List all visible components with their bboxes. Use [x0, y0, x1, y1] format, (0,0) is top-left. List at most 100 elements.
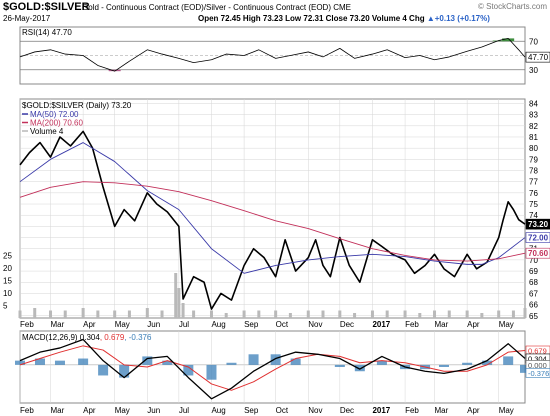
rsi-current-value-label: 47.70 — [528, 53, 549, 62]
macd-histogram-bar — [462, 362, 473, 365]
rsi-overbought-fill — [502, 38, 515, 42]
macd-x-tick-label: May — [499, 406, 514, 415]
ohlc-summary: Open 72.45 High 73.23 Low 72.31 Close 73… — [198, 14, 490, 23]
price-y-tick-label: 67 — [529, 289, 538, 298]
macd-histogram-bar — [119, 364, 130, 378]
price-y-tick-label: 75 — [529, 200, 538, 209]
change-value: ▲+0.13 (+0.17%) — [427, 14, 490, 23]
last-value-box-ma200 — [525, 247, 550, 259]
legend-label-volume: Volume 4 — [30, 127, 64, 136]
volume-bar — [192, 310, 196, 318]
macd-line — [19, 338, 526, 400]
macd-histogram-bar — [206, 364, 217, 380]
symbol-description: Gold - Continuous Contract (EOD)/Silver … — [82, 3, 351, 12]
volume-bar — [497, 310, 501, 318]
volume-bar — [370, 310, 374, 318]
macd-x-tick-label: Jun — [147, 406, 160, 415]
chart-header: $GOLD:$SILVER Gold - Continuous Contract… — [0, 0, 550, 24]
price-y-tick-label: 74 — [529, 211, 538, 220]
rsi-current-value-box — [525, 51, 550, 63]
series-line-ma50 — [19, 142, 526, 274]
price-x-tick-label: Mar — [51, 320, 65, 329]
macd-histogram-bar — [438, 364, 449, 367]
price-x-tick-label: May — [499, 320, 514, 329]
macd-histogram-bar — [162, 360, 173, 365]
macd-histogram-bar — [226, 362, 237, 365]
volume-bar — [523, 308, 527, 318]
volume-bar — [174, 273, 178, 318]
macd-histogram-bar — [290, 358, 301, 365]
volume-bar — [433, 310, 437, 318]
series-line-ma200 — [19, 181, 526, 262]
volume-bar — [321, 310, 325, 318]
volume-bar — [177, 288, 181, 318]
volume-bar — [288, 313, 292, 318]
price-y-tick-label: 66 — [529, 301, 538, 310]
macd-histogram-bar — [183, 364, 194, 376]
price-y-tick-label: 83 — [529, 111, 538, 120]
price-x-tick-label: Jun — [147, 320, 160, 329]
price-y-tick-label: 70 — [529, 256, 538, 265]
macd-histogram-bar — [270, 354, 281, 365]
price-x-tick-label: May — [115, 320, 130, 329]
price-x-tick-label: Jul — [179, 320, 189, 329]
volume-y-tick-label: 15 — [3, 277, 12, 286]
symbol-title: $GOLD:$SILVER — [3, 1, 90, 13]
macd-legend: MACD(12,26,9) 0.304, 0.679, -0.376 — [22, 333, 152, 342]
price-y-tick-label: 65 — [529, 312, 538, 321]
chart-date: 26-May-2017 — [3, 14, 51, 23]
volume-bar — [63, 310, 67, 318]
volume-bar — [257, 310, 261, 318]
macd-histogram-bar — [142, 356, 153, 365]
price-x-tick-label: Apr — [467, 320, 480, 329]
brand-watermark: © StockCharts.com — [477, 2, 547, 11]
macd-histogram-bar — [248, 354, 259, 365]
volume-bar — [306, 310, 310, 318]
macd-x-tick-label: Jul — [179, 406, 189, 415]
price-x-tick-label: Apr — [83, 320, 96, 329]
macd-x-tick-label: Feb — [405, 406, 419, 415]
ohlc-values: Open 72.45 High 73.23 Low 72.31 Close 73… — [198, 14, 427, 23]
change-up-icon: ▲ — [426, 14, 435, 23]
volume-bar — [181, 303, 185, 318]
last-value-box-ma50 — [525, 232, 550, 243]
last-value-box-price — [525, 218, 550, 230]
macd-value-label: 0.304 — [528, 354, 547, 363]
macd-histogram-bar — [334, 364, 345, 367]
change-text: +0.13 (+0.17%) — [434, 14, 490, 23]
volume-bar — [209, 310, 213, 318]
macd-histogram-bar — [503, 356, 514, 365]
price-y-tick-label: 69 — [529, 267, 538, 276]
legend-label-ma50: MA(50) 72.00 — [30, 110, 79, 119]
macd-x-tick-label: Feb — [20, 406, 34, 415]
price-y-tick-label: 78 — [529, 167, 538, 176]
volume-bar — [403, 310, 407, 318]
price-x-tick-label: Dec — [340, 320, 354, 329]
volume-bar — [511, 310, 515, 318]
volume-bar — [33, 308, 37, 318]
volume-bar — [418, 313, 422, 318]
price-x-tick-label: Mar — [435, 320, 449, 329]
price-y-tick-label: 76 — [529, 189, 538, 198]
price-y-tick-label: 68 — [529, 278, 538, 287]
macd-x-tick-label: Dec — [340, 406, 354, 415]
price-y-tick-label: 80 — [529, 144, 538, 153]
volume-y-tick-label: 5 — [3, 302, 8, 311]
volume-bar — [49, 310, 53, 318]
macd-x-tick-label: Nov — [308, 406, 322, 415]
macd-value-box — [525, 368, 550, 378]
price-y-tick-label: 81 — [529, 133, 538, 142]
legend-label-ma200: MA(200) 70.60 — [30, 119, 83, 128]
macd-x-tick-label: Sep — [244, 406, 259, 415]
macd-signal-line — [19, 345, 526, 391]
macd-x-tick-label: May — [115, 406, 130, 415]
volume-bar — [385, 310, 389, 318]
volume-bar — [480, 313, 484, 318]
price-y-tick-label: 84 — [529, 99, 538, 108]
macd-legend-histogram: , -0.376 — [124, 333, 152, 342]
macd-x-tick-label: Aug — [211, 406, 225, 415]
volume-bar — [160, 310, 164, 318]
price-y-tick-label: 82 — [529, 122, 538, 131]
volume-bar — [242, 310, 246, 318]
